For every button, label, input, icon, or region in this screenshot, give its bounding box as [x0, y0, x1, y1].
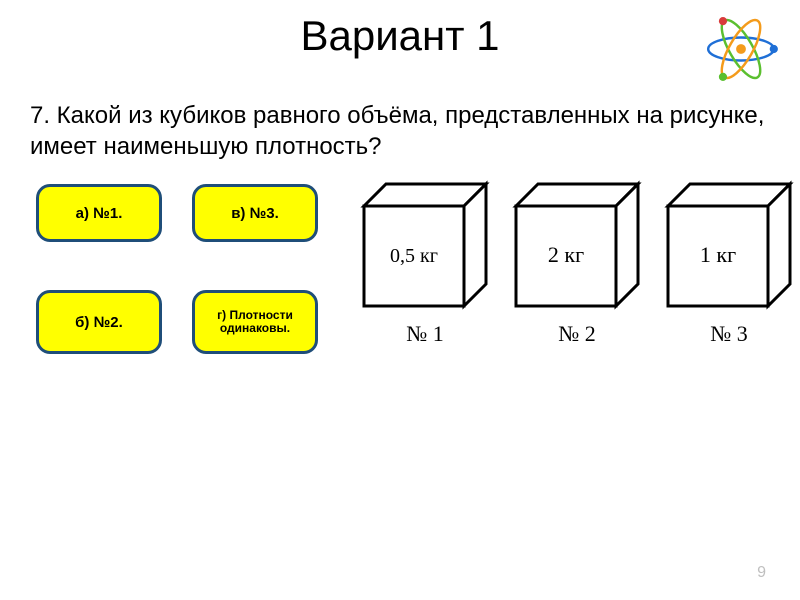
page-title: Вариант 1	[0, 0, 800, 60]
answers-grid: а) №1. в) №3. б) №2. г) Плотности одинак…	[30, 184, 318, 354]
answer-a-button[interactable]: а) №1.	[36, 184, 162, 242]
content-row: а) №1. в) №3. б) №2. г) Плотности одинак…	[0, 162, 800, 354]
cube-2-mass: 2 кг	[548, 242, 584, 267]
question-text: 7. Какой из кубиков равного объёма, пред…	[0, 60, 800, 162]
cube-3-mass: 1 кг	[700, 242, 736, 267]
cube-3-label: № 3	[660, 321, 798, 347]
cube-1-label: № 1	[356, 321, 494, 347]
page-number: 9	[757, 564, 766, 582]
answer-d-button[interactable]: г) Плотности одинаковы.	[192, 290, 318, 354]
cube-2-label: № 2	[508, 321, 646, 347]
answer-b-button[interactable]: б) №2.	[36, 290, 162, 354]
cube-3: 1 кг № 3	[660, 176, 798, 354]
cubes-figure: 0,5 кг № 1 2 кг № 2	[318, 176, 798, 354]
cube-2: 2 кг № 2	[508, 176, 646, 354]
cube-1-mass: 0,5 кг	[390, 245, 438, 267]
cube-1: 0,5 кг № 1	[356, 176, 494, 354]
answer-c-button[interactable]: в) №3.	[192, 184, 318, 242]
atom-icon	[700, 8, 782, 95]
